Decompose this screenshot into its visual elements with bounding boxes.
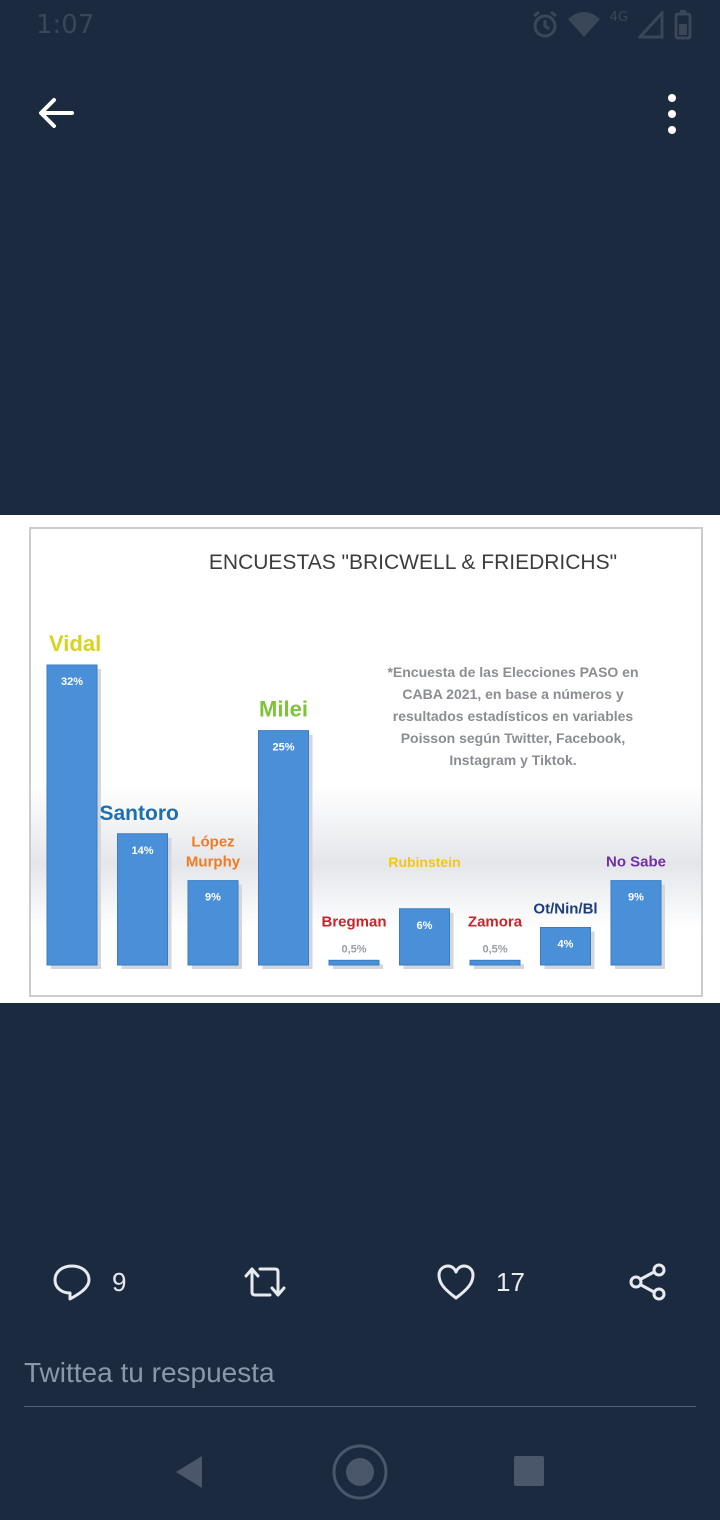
back-button[interactable] [30, 86, 82, 138]
arrow-left-icon [39, 98, 74, 128]
bar-value-label: 6% [417, 920, 433, 932]
bar-value-label: 9% [205, 892, 221, 904]
chart-bars: 32% Vidal 14% Santoro 9% López Murphy 25% Milei 0… [46, 631, 666, 969]
tweet-image[interactable]: ENCUESTAS "BRICWELL & FRIEDRICHS" *Encue… [0, 515, 720, 1003]
status-icons: 4G [532, 10, 692, 40]
chart-title: ENCUESTAS "BRICWELL & FRIEDRICHS" [209, 551, 617, 574]
like-button[interactable]: 17 [436, 1262, 525, 1302]
category-label: Zamora [468, 913, 523, 930]
category-label: No Sabe [606, 854, 666, 871]
bar [258, 730, 309, 966]
bar [46, 664, 98, 966]
nav-home-button[interactable] [330, 1442, 390, 1506]
category-label: Murphy [186, 854, 241, 871]
nav-back-icon [176, 1456, 202, 1488]
bar [399, 908, 450, 966]
category-label: Bregman [321, 913, 386, 930]
bar-chart: ENCUESTAS "BRICWELL & FRIEDRICHS" *Encue… [46, 551, 666, 969]
status-time: 1:07 [36, 10, 95, 40]
bar-value-label: 0,5% [482, 943, 507, 955]
category-label: Ot/Nin/Bl [533, 901, 597, 918]
more-vertical-icon [668, 94, 676, 134]
category-label: López [191, 834, 234, 851]
nav-recents-button[interactable] [512, 1454, 546, 1492]
bar-shadow [333, 964, 383, 969]
bar-value-label: 4% [558, 939, 574, 951]
annotation-line: Poisson según Twitter, Facebook, [401, 730, 626, 746]
bar-shadow [474, 964, 524, 969]
category-label: Santoro [100, 802, 179, 825]
bar-value-label: 25% [272, 742, 294, 754]
system-nav-bar [0, 1420, 720, 1520]
battery-icon [674, 10, 692, 40]
status-bar: 1:07 4G [0, 0, 720, 56]
network-type: 4G [609, 9, 628, 25]
bar-value-label: 0,5% [341, 943, 366, 955]
tweet-actions: 9 17 [0, 1256, 720, 1312]
top-bar [0, 80, 720, 140]
category-label: Milei [259, 697, 308, 722]
nav-back-button[interactable] [170, 1442, 210, 1502]
annotation-line: resultados estadísticos en variables [393, 708, 634, 724]
reply-box [24, 1350, 696, 1407]
annotation-line: *Encuesta de las Elecciones PASO en [387, 664, 638, 680]
reply-count: 9 [112, 1266, 127, 1297]
bar-value-label: 32% [61, 676, 83, 688]
reply-button[interactable]: 9 [52, 1262, 126, 1302]
like-count: 17 [496, 1266, 525, 1297]
signal-icon [638, 11, 664, 39]
like-icon [437, 1264, 475, 1300]
bar [187, 880, 239, 966]
more-options-button[interactable] [654, 86, 690, 138]
nav-recents-icon [514, 1456, 544, 1486]
alarm-icon [532, 10, 557, 38]
annotation-line: CABA 2021, en base a números y [402, 686, 623, 702]
nav-home-icon [332, 1444, 388, 1500]
chart-annotation: *Encuesta de las Elecciones PASO en CABA … [387, 664, 638, 768]
retweet-icon [244, 1267, 286, 1297]
bar [117, 833, 168, 966]
bar-value-label: 9% [628, 892, 644, 904]
annotation-line: Instagram y Tiktok. [449, 752, 576, 768]
reply-input[interactable] [24, 1350, 696, 1396]
share-button[interactable] [628, 1262, 668, 1302]
wifi-icon [567, 12, 600, 37]
bar [469, 959, 521, 966]
category-label: Rubinstein [388, 854, 460, 870]
retweet-button[interactable] [242, 1262, 288, 1302]
bar-value-label: 14% [131, 845, 153, 857]
share-icon [629, 1263, 666, 1301]
reply-icon [53, 1264, 91, 1301]
bar [610, 880, 662, 966]
bar [540, 927, 591, 966]
poll-chart: ENCUESTAS "BRICWELL & FRIEDRICHS" *Encue… [29, 527, 703, 997]
category-label: Vidal [49, 631, 101, 656]
bar [328, 959, 380, 966]
